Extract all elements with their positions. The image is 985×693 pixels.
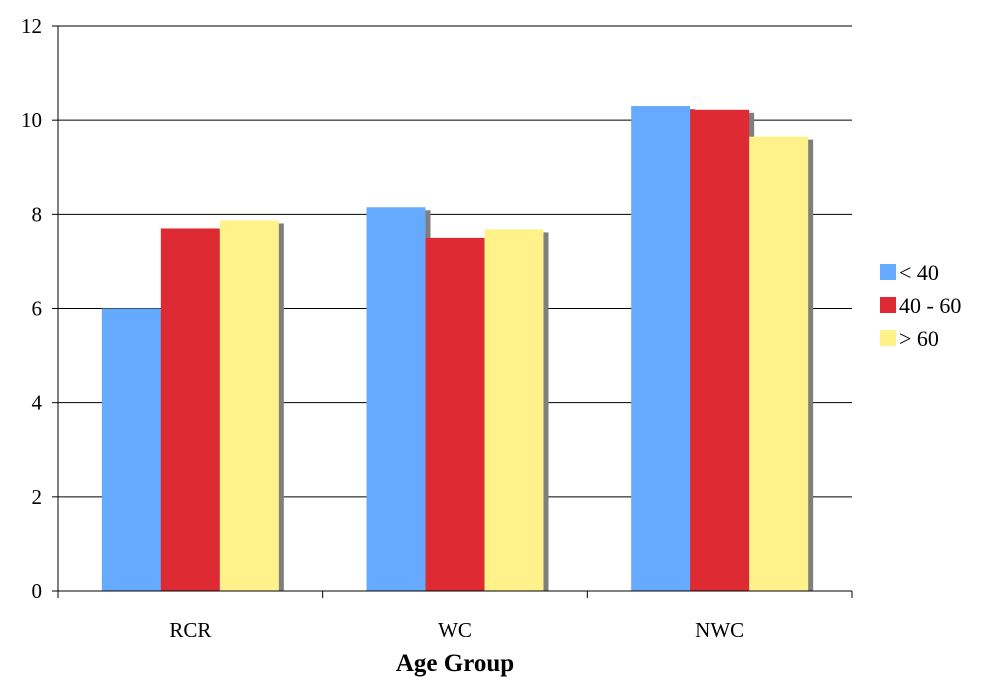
x-category-label: NWC	[695, 618, 744, 642]
bar	[690, 109, 750, 591]
legend-label: 40 - 60	[899, 293, 961, 318]
bar	[101, 308, 161, 591]
x-category-label: WC	[438, 618, 472, 642]
bar	[749, 136, 809, 592]
legend-label: < 40	[899, 260, 939, 285]
legend: < 40 40 - 60 > 60	[880, 260, 961, 351]
x-axis-title: Age Group	[396, 650, 514, 677]
y-tick-label: 12	[21, 14, 42, 38]
bar	[484, 229, 544, 591]
x-category-label: RCR	[169, 618, 211, 642]
y-tick-label: 10	[21, 108, 42, 132]
legend-swatch	[880, 297, 896, 313]
legend-swatch	[880, 330, 896, 346]
y-tick-label: 4	[32, 391, 43, 415]
bar	[366, 207, 426, 592]
y-tick-label: 8	[32, 202, 43, 226]
y-tick-labels: 0 2 4 6 8 10 12	[21, 14, 43, 603]
y-tick-label: 6	[32, 297, 43, 321]
bar	[631, 106, 691, 592]
y-tick-label: 2	[32, 485, 43, 509]
legend-label: > 60	[899, 326, 939, 351]
x-category-labels: RCR WC NWC	[169, 618, 744, 642]
axes	[52, 25, 853, 598]
bar	[219, 220, 279, 591]
bar	[425, 237, 485, 591]
legend-swatch	[880, 264, 896, 280]
bars	[101, 106, 814, 592]
bar	[160, 228, 220, 592]
y-tick-label: 0	[32, 579, 43, 603]
